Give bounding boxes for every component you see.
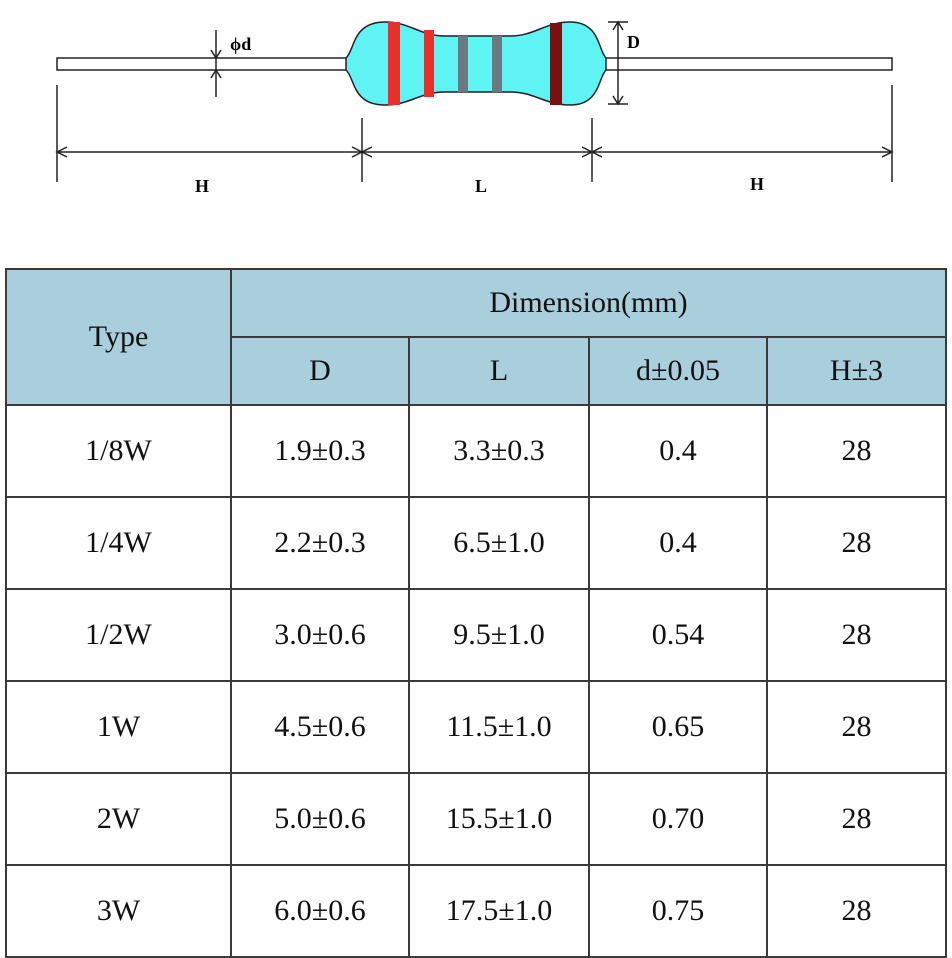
value-cell: 4.5±0.6 — [230, 680, 410, 774]
color-band — [492, 36, 502, 92]
value-cell: 0.65 — [588, 680, 768, 774]
value-cell: 17.5±1.0 — [408, 864, 590, 958]
type-header: Type — [5, 268, 232, 406]
table-row: 1/2W 3.0±0.6 9.5±1.0 0.54 28 — [5, 588, 947, 682]
phi-d-label: ϕd — [230, 34, 251, 54]
type-cell: 1/8W — [5, 404, 232, 498]
dimension-header: Dimension(mm) — [230, 268, 947, 338]
color-band — [550, 23, 562, 105]
value-cell: 28 — [766, 680, 947, 774]
value-cell: 3.3±0.3 — [408, 404, 590, 498]
table-row: 1W 4.5±0.6 11.5±1.0 0.65 28 — [5, 680, 947, 774]
value-cell: 6.0±0.6 — [230, 864, 410, 958]
diameter-label: D — [627, 32, 640, 52]
value-cell: 28 — [766, 588, 947, 682]
resistor-diagram: ϕd D H L H — [55, 20, 894, 196]
value-cell: 28 — [766, 864, 947, 958]
value-cell: 28 — [766, 496, 947, 590]
table-row: 3W 6.0±0.6 17.5±1.0 0.75 28 — [5, 864, 947, 958]
value-cell: 0.70 — [588, 772, 768, 866]
column-header: H±3 — [766, 336, 947, 406]
value-cell: 6.5±1.0 — [408, 496, 590, 590]
l-label: L — [475, 176, 487, 196]
dimension-lines — [55, 20, 894, 182]
value-cell: 3.0±0.6 — [230, 588, 410, 682]
column-header: d±0.05 — [588, 336, 768, 406]
column-header: L — [408, 336, 590, 406]
value-cell: 28 — [766, 404, 947, 498]
type-cell: 1/4W — [5, 496, 232, 590]
table-row: 1/4W 2.2±0.3 6.5±1.0 0.4 28 — [5, 496, 947, 590]
type-cell: 2W — [5, 772, 232, 866]
type-cell: 1/2W — [5, 588, 232, 682]
value-cell: 5.0±0.6 — [230, 772, 410, 866]
type-cell: 1W — [5, 680, 232, 774]
value-cell: 0.4 — [588, 496, 768, 590]
h-label: H — [195, 176, 209, 196]
column-header: D — [230, 336, 410, 406]
h-label: H — [750, 174, 764, 194]
value-cell: 9.5±1.0 — [408, 588, 590, 682]
value-cell: 15.5±1.0 — [408, 772, 590, 866]
value-cell: 1.9±0.3 — [230, 404, 410, 498]
value-cell: 28 — [766, 772, 947, 866]
value-cell: 0.75 — [588, 864, 768, 958]
type-cell: 3W — [5, 864, 232, 958]
table-row: 2W 5.0±0.6 15.5±1.0 0.70 28 — [5, 772, 947, 866]
value-cell: 0.54 — [588, 588, 768, 682]
value-cell: 0.4 — [588, 404, 768, 498]
table-row: 1/8W 1.9±0.3 3.3±0.3 0.4 28 — [5, 404, 947, 498]
color-band — [424, 30, 434, 97]
color-band — [458, 36, 468, 92]
value-cell: 2.2±0.3 — [230, 496, 410, 590]
resistor-body — [345, 21, 607, 106]
value-cell: 11.5±1.0 — [408, 680, 590, 774]
color-band — [388, 22, 400, 105]
